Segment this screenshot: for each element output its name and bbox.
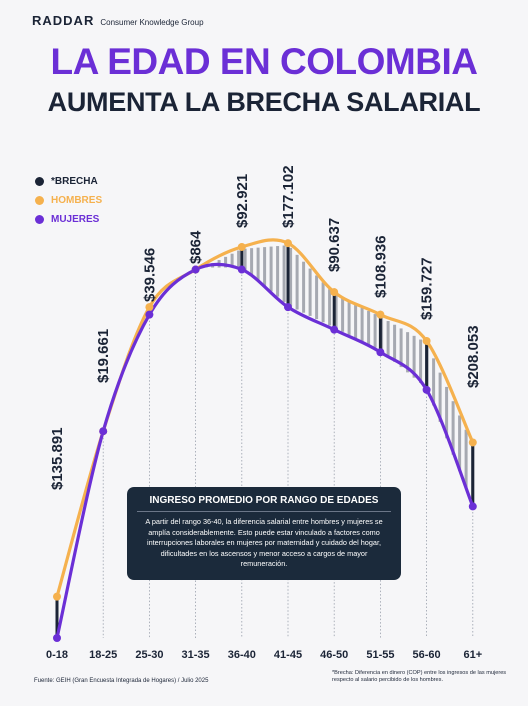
hombres-point xyxy=(376,310,385,319)
gap-label: $208.053 xyxy=(465,325,482,388)
gap-label: $108.936 xyxy=(372,235,389,298)
x-tick-label: 41-45 xyxy=(274,649,302,661)
mujeres-line xyxy=(55,262,475,640)
hombres-point xyxy=(468,438,477,447)
info-box-body: A partir del rango 36-40, la diferencia … xyxy=(145,517,383,568)
x-tick-label: 51-55 xyxy=(366,649,394,661)
mujeres-point xyxy=(53,634,61,642)
legend-item-brecha: *BRECHA xyxy=(35,172,102,191)
hombres-point xyxy=(53,592,61,601)
info-box: INGRESO PROMEDIO POR RANGO DE EDADES A p… xyxy=(127,487,401,580)
mujeres-point xyxy=(468,502,477,511)
title-line-2: AUMENTA LA BRECHA SALARIAL xyxy=(47,87,481,117)
gap-label: $177.102 xyxy=(280,165,297,228)
gap-label: $159.727 xyxy=(419,257,436,320)
x-tick-labels: 0-18 18-25 25-30 31-35 36-40 41-45 46-50 51-55 5… xyxy=(46,649,482,661)
x-tick-label: 36-40 xyxy=(228,649,256,661)
x-tick-label: 18-25 xyxy=(89,649,117,661)
legend-item-hombres: HOMBRES xyxy=(35,191,102,210)
gap-label: $864 xyxy=(188,230,205,264)
mujeres-point xyxy=(99,427,108,436)
legend-label-brecha: *BRECHA xyxy=(51,176,98,187)
hombres-point xyxy=(330,288,339,297)
mujeres-point xyxy=(422,385,431,394)
gap-label: $19.661 xyxy=(95,329,112,383)
hombres-point xyxy=(145,303,154,312)
mujeres-point xyxy=(145,310,154,319)
legend-swatch-hombres xyxy=(35,196,44,205)
mujeres-point xyxy=(237,265,246,274)
legend: *BRECHA HOMBRES MUJERES xyxy=(35,172,102,229)
gap-label: $92.921 xyxy=(234,174,251,228)
x-tick-label: 56-60 xyxy=(413,649,441,661)
mujeres-point xyxy=(376,348,385,357)
brand-subtitle: Consumer Knowledge Group xyxy=(100,18,204,27)
mujeres-point xyxy=(284,303,292,312)
legend-swatch-brecha xyxy=(35,177,44,186)
mujeres-point xyxy=(330,325,339,334)
hombres-point xyxy=(422,336,431,345)
gap-labels: $135.891 $19.661 $39.546 $864 $92.921 $177.10… xyxy=(49,165,482,490)
x-tick-label: 46-50 xyxy=(320,649,348,661)
gap-hatching xyxy=(204,245,475,504)
x-tick-label: 31-35 xyxy=(182,649,210,661)
gap-label: $135.891 xyxy=(49,427,66,490)
footer-note: *Brecha: Diferencia en dinero (COP) entr… xyxy=(332,670,507,683)
gap-bars xyxy=(55,243,475,638)
x-tick-label: 0-18 xyxy=(46,649,68,661)
legend-label-hombres: HOMBRES xyxy=(51,195,103,206)
info-box-title: INGRESO PROMEDIO POR RANGO DE EDADES xyxy=(137,495,391,512)
legend-swatch-mujeres xyxy=(35,215,44,224)
hombres-point xyxy=(237,242,246,251)
x-tick-label: 61+ xyxy=(463,649,482,661)
footer-source: Fuente: GEIH (Gran Encuesta Integrada de… xyxy=(34,678,209,684)
series-points xyxy=(53,239,477,642)
brand: RADDAR Consumer Knowledge Group xyxy=(32,13,204,28)
legend-label-mujeres: MUJERES xyxy=(51,214,100,225)
gap-label: $39.546 xyxy=(141,248,158,302)
gap-label: $90.637 xyxy=(326,218,343,272)
hombres-point xyxy=(284,239,292,248)
legend-item-mujeres: MUJERES xyxy=(35,210,102,229)
brand-logo: RADDAR xyxy=(32,13,95,28)
title-line-1: LA EDAD EN COLOMBIA xyxy=(50,41,478,82)
mujeres-point xyxy=(191,265,200,274)
x-tick-label: 25-30 xyxy=(135,649,163,661)
